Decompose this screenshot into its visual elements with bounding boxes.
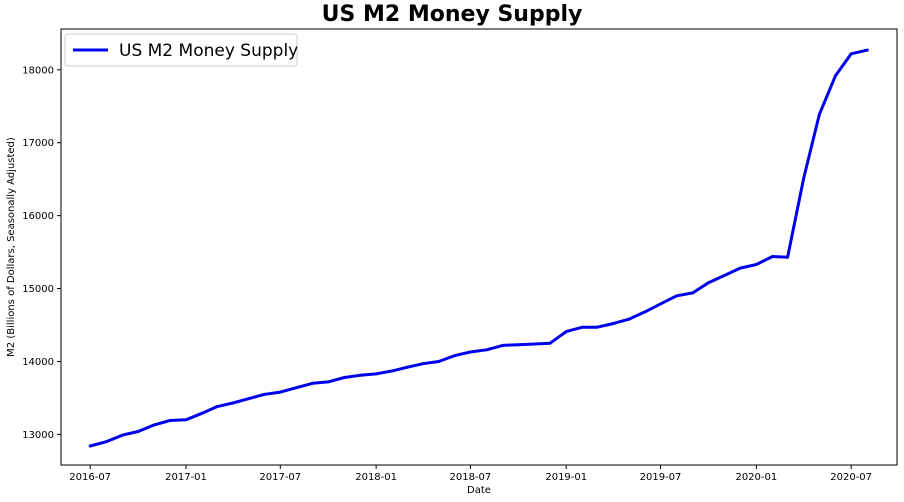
data-point xyxy=(278,390,282,394)
data-point xyxy=(865,48,869,52)
data-point xyxy=(564,330,568,333)
data-point xyxy=(627,317,631,321)
data-point xyxy=(390,369,394,373)
data-point xyxy=(485,348,488,352)
data-point xyxy=(326,380,330,384)
y-tick-label: 14000 xyxy=(22,357,54,368)
x-tick-label: 2018-07 xyxy=(450,472,492,483)
data-point xyxy=(738,266,742,270)
plot-area xyxy=(60,28,898,466)
data-point xyxy=(516,343,520,347)
data-point xyxy=(611,322,615,325)
data-point xyxy=(184,418,188,422)
data-point xyxy=(136,430,140,433)
data-point xyxy=(168,419,172,422)
x-tick-label: 2017-07 xyxy=(259,472,301,483)
data-point xyxy=(247,397,250,401)
data-point xyxy=(581,325,584,329)
legend-box xyxy=(64,33,298,67)
data-point xyxy=(533,342,536,346)
data-point xyxy=(405,365,409,369)
data-point xyxy=(152,423,156,427)
data-point xyxy=(358,373,362,377)
data-point xyxy=(263,392,267,396)
data-point xyxy=(231,401,235,405)
y-axis-label: M2 (Billions of Dollars, Seasonally Adju… xyxy=(6,137,17,357)
y-axis: 13000 14000 15000 16000 17000 18000 xyxy=(22,65,61,441)
data-point xyxy=(548,341,552,345)
y-tick-label: 13000 xyxy=(22,430,54,441)
y-tick-label: 16000 xyxy=(22,211,54,222)
data-point xyxy=(200,411,204,415)
data-point xyxy=(755,263,758,266)
legend-entry-label: US M2 Money Supply xyxy=(119,41,298,61)
data-point xyxy=(707,281,710,285)
data-point xyxy=(691,291,695,295)
data-point xyxy=(818,112,821,116)
x-tick-label: 2020-01 xyxy=(735,472,777,483)
data-point xyxy=(659,302,662,306)
x-tick-label: 2018-01 xyxy=(355,472,397,483)
data-point xyxy=(343,376,346,379)
x-tick-label: 2016-07 xyxy=(69,472,111,483)
data-point xyxy=(453,354,457,357)
data-point xyxy=(834,74,837,78)
y-tick-label: 15000 xyxy=(22,284,54,295)
data-point xyxy=(104,440,108,444)
data-point xyxy=(802,176,806,180)
data-point xyxy=(643,310,647,314)
data-point xyxy=(88,444,92,448)
data-point xyxy=(437,360,440,363)
series-line-m2 xyxy=(88,48,869,448)
plot-frame xyxy=(60,28,898,466)
data-point xyxy=(675,294,679,298)
data-point xyxy=(786,255,789,259)
data-point xyxy=(501,344,505,347)
legend: US M2 Money Supply xyxy=(64,33,298,67)
chart-title: US M2 Money Supply xyxy=(321,2,583,27)
data-point xyxy=(723,274,726,277)
data-point xyxy=(374,372,378,376)
y-tick-label: 17000 xyxy=(22,138,54,149)
data-point xyxy=(295,386,298,390)
x-tick-label: 2017-01 xyxy=(165,472,207,483)
x-axis: 2016-07 2017-01 2017-07 2018-01 2018-07 2019-… xyxy=(69,465,872,483)
data-point xyxy=(121,433,124,437)
x-tick-label: 2019-07 xyxy=(640,472,682,483)
data-point xyxy=(421,362,425,366)
x-axis-label: Date xyxy=(467,485,491,496)
y-tick-label: 18000 xyxy=(22,65,54,76)
x-tick-label: 2020-07 xyxy=(830,472,872,483)
data-point xyxy=(849,52,853,56)
data-point xyxy=(595,325,599,329)
data-point xyxy=(469,350,472,354)
data-point xyxy=(215,405,219,409)
data-point xyxy=(311,381,314,385)
x-tick-label: 2019-01 xyxy=(545,472,587,483)
data-point xyxy=(771,255,774,258)
